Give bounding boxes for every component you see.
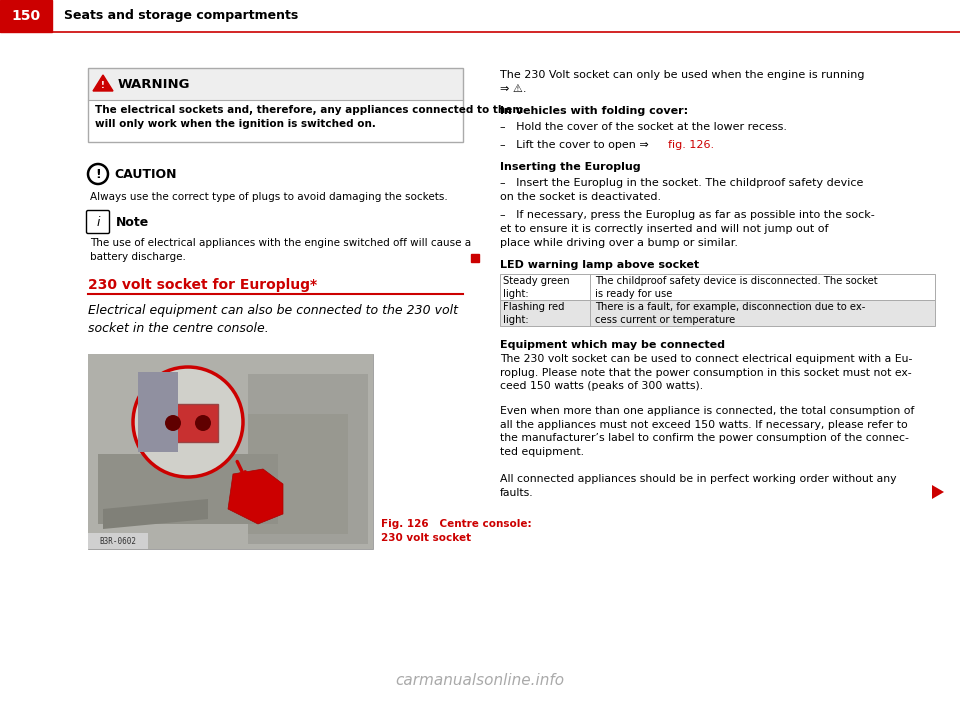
Text: Flashing red
light:: Flashing red light: [503,302,564,325]
Text: Always use the correct type of plugs to avoid damaging the sockets.: Always use the correct type of plugs to … [90,192,447,202]
Circle shape [195,415,211,431]
Text: carmanualsonline.info: carmanualsonline.info [396,673,564,688]
Text: CAUTION: CAUTION [114,168,177,180]
Text: i: i [96,215,100,229]
Text: Electrical equipment can also be connected to the 230 volt
socket in the centre : Electrical equipment can also be connect… [88,304,458,335]
Text: Inserting the Europlug: Inserting the Europlug [500,162,640,172]
Polygon shape [932,485,944,499]
Bar [88,354,373,549]
Polygon shape [93,75,113,91]
Text: B3R-0602: B3R-0602 [100,536,136,545]
Circle shape [165,415,181,431]
Text: Seats and storage compartments: Seats and storage compartments [64,10,299,22]
Text: Even when more than one appliance is connected, the total consumption of
all the: Even when more than one appliance is con… [500,406,914,457]
Bar [88,68,463,142]
Text: –   Hold the cover of the socket at the lower recess.: – Hold the cover of the socket at the lo… [500,122,787,132]
Text: The 230 volt socket can be used to connect electrical equipment with a Eu-
roplu: The 230 volt socket can be used to conne… [500,354,912,391]
Text: Steady green
light:: Steady green light: [503,276,569,299]
Text: Equipment which may be connected: Equipment which may be connected [500,340,725,350]
Text: ⇒ ⚠.: ⇒ ⚠. [500,84,526,94]
Text: Note: Note [116,215,149,229]
Bar [0,0,52,32]
Text: Fig. 126   Centre console:: Fig. 126 Centre console: [381,519,532,529]
Text: WARNING: WARNING [118,78,190,90]
Text: The use of electrical appliances with the engine switched off will cause a
batte: The use of electrical appliances with th… [90,238,471,262]
Bar [88,354,373,549]
Text: !: ! [95,168,101,180]
Text: All connected appliances should be in perfect working order without any
faults.: All connected appliances should be in pe… [500,474,897,498]
Text: fig. 126.: fig. 126. [668,140,714,150]
Text: There is a fault, for example, disconnection due to ex-
cess current or temperat: There is a fault, for example, disconnec… [595,302,865,325]
Text: The childproof safety device is disconnected. The socket
is ready for use: The childproof safety device is disconne… [595,276,877,299]
Bar [0,0,960,32]
Polygon shape [103,499,208,529]
Text: In vehicles with folding cover:: In vehicles with folding cover: [500,106,688,116]
Bar [158,404,218,442]
Bar [471,254,479,262]
Text: –   Insert the Europlug in the socket. The childproof safety device
on the socke: – Insert the Europlug in the socket. The… [500,178,863,202]
Text: 150: 150 [12,9,40,23]
Text: !: ! [101,81,105,90]
Text: 230 volt socket: 230 volt socket [381,533,471,543]
Bar [500,274,935,300]
Bar [138,372,178,452]
Bar [248,414,348,534]
Bar [88,68,463,100]
Text: The 230 Volt socket can only be used when the engine is running: The 230 Volt socket can only be used whe… [500,70,865,80]
Text: LED warning lamp above socket: LED warning lamp above socket [500,260,699,270]
Bar [248,374,368,544]
Text: The electrical sockets and, therefore, any appliances connected to them
will onl: The electrical sockets and, therefore, a… [95,105,523,129]
Bar [98,454,278,524]
Text: –   If necessary, press the Europlug as far as possible into the sock-
et to ens: – If necessary, press the Europlug as fa… [500,210,875,248]
Bar [500,300,935,326]
Circle shape [133,367,243,477]
Bar [88,533,148,549]
Text: –   Lift the cover to open ⇒: – Lift the cover to open ⇒ [500,140,649,150]
Text: 230 volt socket for Europlug*: 230 volt socket for Europlug* [88,278,317,292]
Polygon shape [228,469,283,524]
